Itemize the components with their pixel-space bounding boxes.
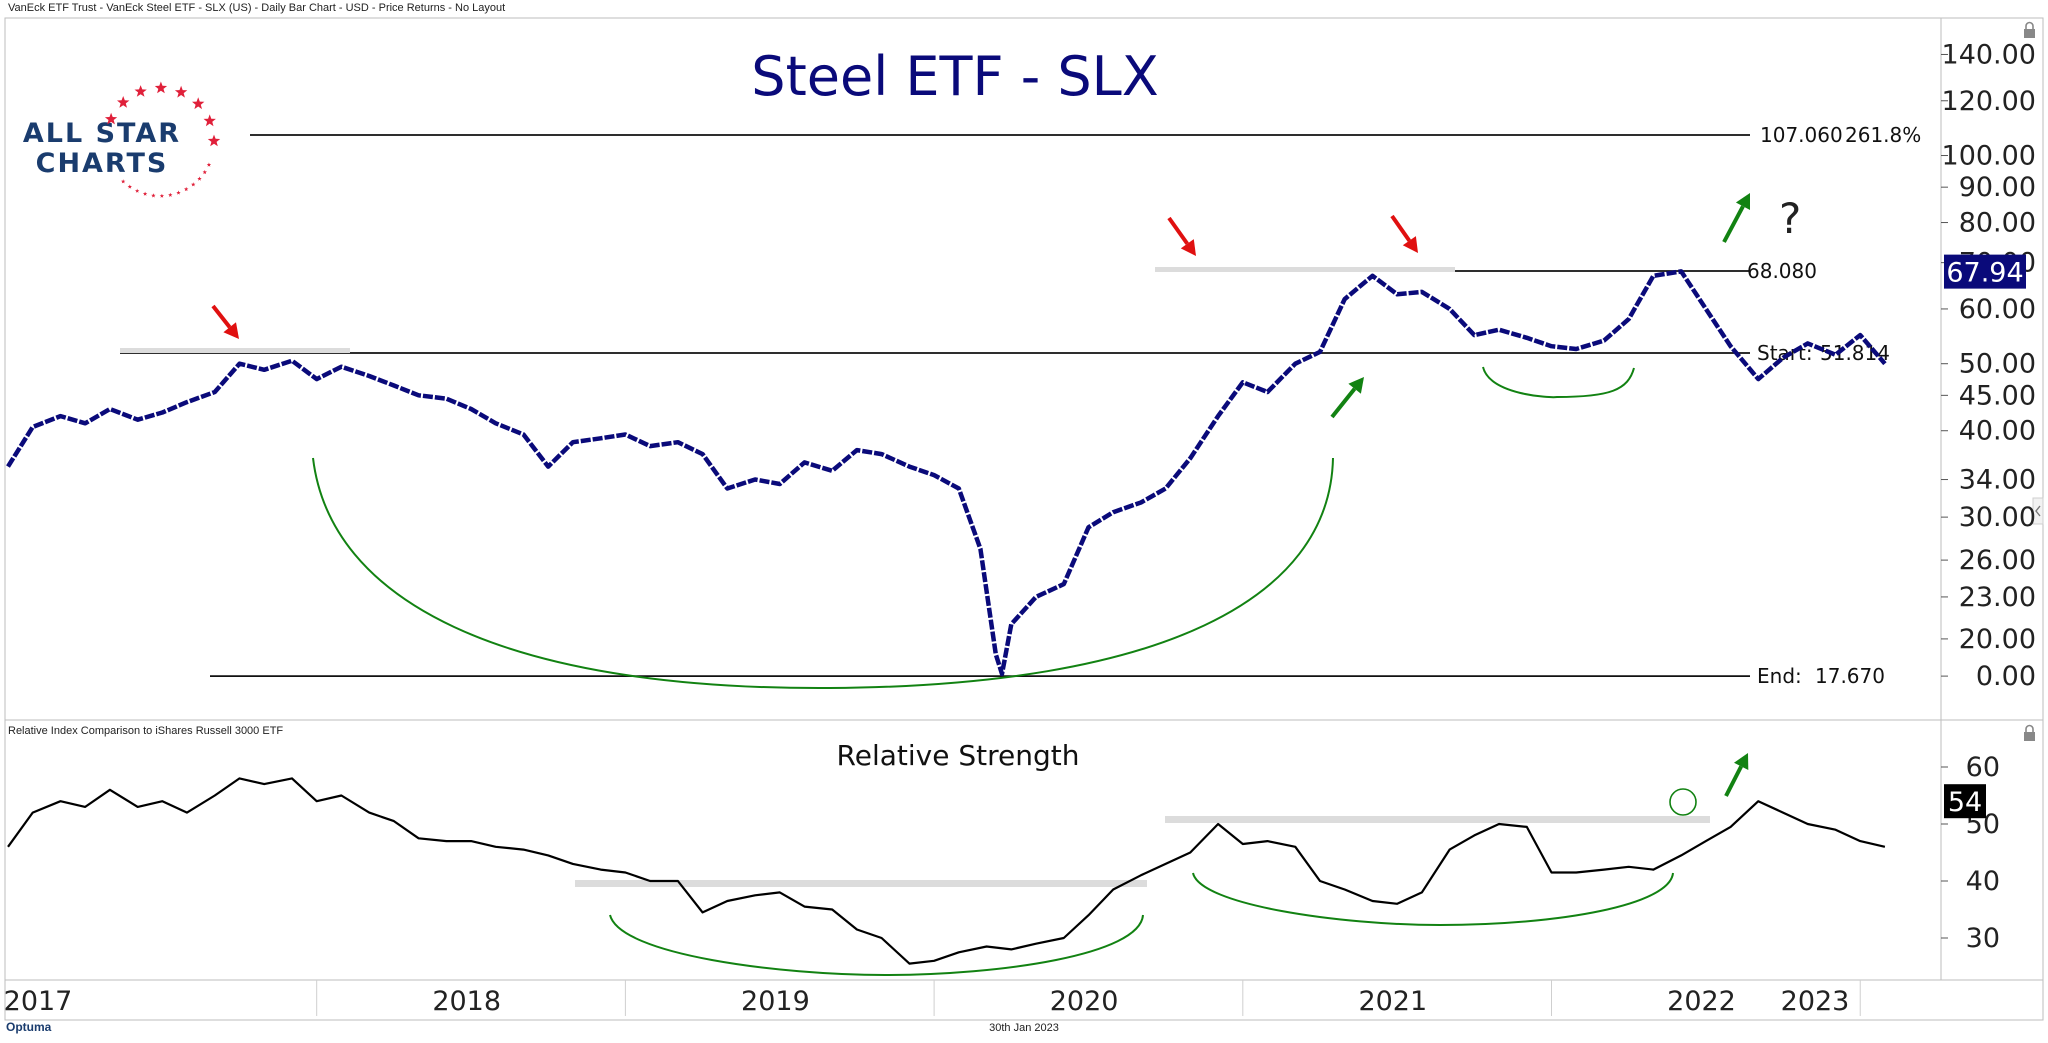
all-star-charts-logo: ALL STAR CHARTS bbox=[23, 81, 221, 198]
year-label: 2022 bbox=[1667, 986, 1736, 1017]
logo-star-icon bbox=[174, 85, 188, 98]
green-arrow-icon bbox=[1722, 205, 1745, 243]
rs-series-line bbox=[7, 777, 1886, 965]
last-rs-value: 54 bbox=[1948, 787, 1982, 818]
logo-star-icon bbox=[134, 85, 147, 97]
year-label: 2023 bbox=[1781, 986, 1850, 1017]
red-arrow-icon-head bbox=[223, 322, 239, 339]
price-series-line bbox=[6, 269, 1887, 677]
rs-band bbox=[575, 880, 1147, 887]
rs-panel-title: Relative Strength bbox=[837, 739, 1080, 772]
logo-star-icon bbox=[206, 162, 212, 167]
y-tick-label: 0.00 bbox=[1976, 661, 2036, 692]
rs-band bbox=[1165, 816, 1710, 823]
year-label: 2017 bbox=[4, 986, 73, 1017]
y-tick-label: 26.00 bbox=[1959, 545, 2036, 576]
logo-star-icon bbox=[191, 182, 196, 187]
logo-star-icon bbox=[184, 186, 189, 192]
highlight-circle bbox=[1669, 788, 1697, 816]
y-tick-label: 23.00 bbox=[1959, 582, 2036, 613]
handle-arc bbox=[1482, 366, 1635, 399]
chart-title: Steel ETF - SLX bbox=[751, 45, 1158, 108]
chart-frame bbox=[4, 17, 2044, 1021]
y-tick-label: 40 bbox=[1966, 866, 2000, 897]
red-arrow-icon-head bbox=[1402, 236, 1418, 253]
red-arrow-icon bbox=[1390, 214, 1412, 242]
logo-star-icon bbox=[135, 188, 140, 193]
logo-star-icon bbox=[117, 96, 130, 108]
last-rs-badge bbox=[1944, 784, 1986, 819]
y-tick-label: 20.00 bbox=[1959, 624, 2036, 655]
y-tick-label: 120.00 bbox=[1942, 86, 2036, 117]
logo-star-icon bbox=[197, 176, 202, 181]
y-tick-label: 50.00 bbox=[1959, 349, 2036, 380]
green-arrow-icon-head bbox=[1734, 753, 1749, 770]
logo-star-icon bbox=[203, 114, 216, 127]
y-tick-label: 30 bbox=[1966, 923, 2000, 954]
red-arrow-icon bbox=[1167, 216, 1189, 245]
level-label: 68.080 bbox=[1747, 259, 1817, 283]
red-arrow-icon bbox=[211, 304, 232, 329]
logo-star-icon bbox=[154, 81, 168, 94]
optuma-brand: Optuma bbox=[6, 1020, 52, 1034]
y-tick-label: 30.00 bbox=[1959, 502, 2036, 533]
y-tick-label: 140.00 bbox=[1942, 39, 2036, 70]
y-tick-label: 60.00 bbox=[1959, 294, 2036, 325]
cup-arc bbox=[312, 457, 1334, 690]
logo-star-icon bbox=[159, 193, 165, 198]
chart-info-header: VanEck ETF Trust - VanEck Steel ETF - SL… bbox=[8, 2, 506, 14]
logo-star-icon bbox=[168, 192, 173, 197]
lock-icon[interactable] bbox=[2024, 724, 2035, 742]
year-label: 2020 bbox=[1050, 986, 1119, 1017]
last-price-badge bbox=[1944, 254, 2026, 289]
logo-star-icon bbox=[121, 179, 126, 184]
y-tick-label: 90.00 bbox=[1959, 172, 2036, 203]
logo-line2: CHARTS bbox=[36, 148, 169, 179]
logo-star-icon bbox=[207, 134, 221, 147]
question-mark: ? bbox=[1779, 194, 1801, 243]
year-label: 2018 bbox=[432, 986, 501, 1017]
y-tick-label: 34.00 bbox=[1959, 465, 2036, 496]
y-tick-label: 100.00 bbox=[1942, 141, 2036, 172]
rs-cup-arc bbox=[609, 914, 1144, 977]
level-pct-label: 261.8% bbox=[1845, 123, 1921, 147]
level-value-label: 17.670 bbox=[1815, 664, 1885, 688]
green-arrow-icon-head bbox=[1735, 193, 1750, 210]
logo-star-icon bbox=[202, 169, 207, 175]
lock-icon[interactable] bbox=[2024, 21, 2035, 39]
green-arrow-icon bbox=[1330, 387, 1357, 419]
rs-panel-label: Relative Index Comparison to iShares Rus… bbox=[8, 725, 284, 737]
y-tick-label: 40.00 bbox=[1959, 416, 2036, 447]
logo-star-icon bbox=[151, 193, 156, 198]
y-tick-label: 45.00 bbox=[1959, 380, 2036, 411]
collapse-chevron-icon[interactable] bbox=[2032, 497, 2044, 525]
level-label: End: bbox=[1757, 664, 1802, 688]
y-tick-label: 80.00 bbox=[1959, 208, 2036, 239]
logo-star-icon bbox=[127, 184, 132, 189]
start-band bbox=[120, 348, 350, 353]
logo-star-icon bbox=[176, 190, 181, 195]
y-tick-label: 60 bbox=[1966, 752, 2000, 783]
year-label: 2021 bbox=[1358, 986, 1427, 1017]
logo-line1: ALL STAR bbox=[23, 118, 181, 149]
logo-star-icon bbox=[104, 112, 118, 125]
level-label: 107.060 bbox=[1760, 123, 1843, 147]
rs-cup-arc bbox=[1192, 872, 1674, 927]
red-arrow-icon-head bbox=[1180, 239, 1196, 256]
logo-star-icon bbox=[192, 97, 205, 110]
green-arrow-icon-head bbox=[1348, 377, 1364, 394]
year-label: 2019 bbox=[741, 986, 810, 1017]
footer-date: 30th Jan 2023 bbox=[989, 1022, 1059, 1034]
top-band bbox=[1155, 267, 1455, 272]
logo-star-icon bbox=[142, 191, 148, 196]
green-arrow-icon bbox=[1724, 765, 1743, 797]
last-price-value: 67.94 bbox=[1946, 258, 2023, 289]
